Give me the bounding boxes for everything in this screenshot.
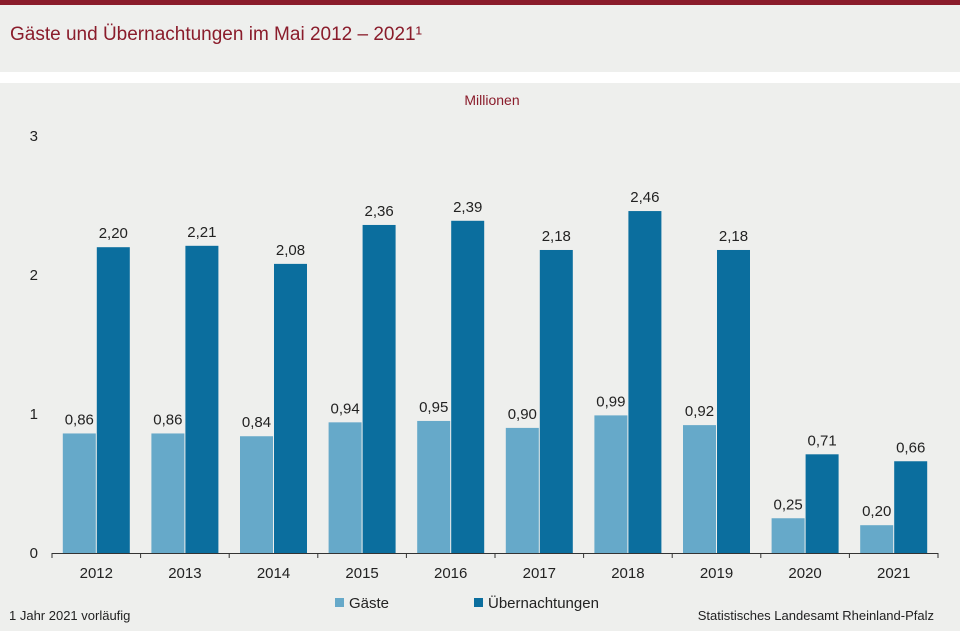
value-label-uebernachtungen-2015: 2,36 — [364, 203, 393, 220]
legend-swatch-gaeste — [335, 598, 344, 607]
source-note: Statistisches Landesamt Rheinland-Pfalz — [697, 608, 934, 623]
x-tick-label: 2014 — [257, 565, 290, 582]
bar-gaeste-2018 — [594, 415, 628, 553]
value-label-gaeste-2014: 0,84 — [242, 414, 271, 431]
x-tick-label: 2021 — [877, 565, 910, 582]
bar-uebernachtungen-2019 — [717, 249, 750, 554]
legend-swatch-uebernachtungen — [474, 598, 483, 607]
bar-gaeste-2019 — [683, 425, 716, 553]
bars: 0,86 2,20 0,86 2,21 0,84 2,08 0,94 2,36 0,95 2,39… — [62, 189, 928, 554]
value-label-uebernachtungen-2013: 2,21 — [187, 224, 216, 241]
x-axis: 2012 2013 2014 2015 2016 2017 2018 2019 2020 2021 — [51, 553, 939, 582]
value-label-uebernachtungen-2017: 2,18 — [542, 228, 571, 245]
bar-gaeste-2013 — [151, 433, 185, 553]
value-label-gaeste-2020: 0,25 — [773, 496, 802, 513]
x-tick-label: 2019 — [700, 565, 733, 582]
value-label-gaeste-2018: 0,99 — [596, 393, 625, 410]
bar-gaeste-2017 — [505, 427, 539, 553]
bar-uebernachtungen-2014 — [274, 263, 307, 553]
y-axis: 0 1 2 3 — [30, 128, 38, 562]
value-label-gaeste-2019: 0,92 — [685, 403, 714, 420]
unit-label: Millionen — [464, 92, 519, 108]
value-label-uebernachtungen-2020: 0,71 — [807, 432, 836, 449]
x-tick-label: 2013 — [168, 565, 201, 582]
title-separator — [0, 72, 960, 83]
bar-gaeste-2012 — [62, 433, 96, 553]
y-tick-label: 1 — [30, 406, 38, 423]
bar-gaeste-2015 — [328, 422, 362, 553]
value-label-gaeste-2013: 0,86 — [153, 411, 182, 428]
value-label-uebernachtungen-2016: 2,39 — [453, 199, 482, 216]
bar-gaeste-2020 — [771, 518, 805, 553]
bar-gaeste-2016 — [417, 420, 451, 553]
legend-label-uebernachtungen: Übernachtungen — [488, 595, 599, 612]
value-label-uebernachtungen-2019: 2,18 — [719, 228, 748, 245]
bar-gaeste-2021 — [860, 525, 894, 553]
value-label-gaeste-2021: 0,20 — [862, 503, 891, 520]
value-label-gaeste-2015: 0,94 — [330, 400, 359, 417]
top-accent-bar — [0, 0, 960, 5]
y-tick-label: 3 — [30, 128, 38, 145]
bar-uebernachtungen-2020 — [805, 454, 839, 553]
y-tick-label: 2 — [30, 267, 38, 284]
bar-uebernachtungen-2017 — [539, 249, 573, 554]
value-label-uebernachtungen-2014: 2,08 — [276, 242, 305, 259]
bar-uebernachtungen-2018 — [628, 211, 662, 553]
x-tick-label: 2015 — [345, 565, 378, 582]
bar-uebernachtungen-2013 — [185, 245, 219, 553]
x-tick-label: 2016 — [434, 565, 467, 582]
x-tick-label: 2017 — [523, 565, 556, 582]
value-label-uebernachtungen-2021: 0,66 — [896, 439, 925, 456]
bar-gaeste-2014 — [240, 436, 273, 553]
bar-uebernachtungen-2012 — [96, 247, 130, 553]
value-label-uebernachtungen-2012: 2,20 — [99, 225, 128, 242]
chart-title: Gäste und Übernachtungen im Mai 2012 – 2… — [10, 24, 422, 45]
x-tick-label: 2020 — [788, 565, 821, 582]
value-label-gaeste-2017: 0,90 — [508, 406, 537, 423]
bar-uebernachtungen-2015 — [362, 224, 396, 553]
legend-item-uebernachtungen: Übernachtungen — [474, 595, 599, 612]
x-tick-label: 2018 — [611, 565, 644, 582]
bar-uebernachtungen-2016 — [451, 220, 485, 554]
value-label-gaeste-2012: 0,86 — [65, 411, 94, 428]
value-label-gaeste-2016: 0,95 — [419, 399, 448, 416]
x-tick-label: 2012 — [80, 565, 113, 582]
legend-label-gaeste: Gäste — [349, 595, 390, 612]
legend-item-gaeste: Gäste — [335, 595, 389, 612]
footnote: 1 Jahr 2021 vorläufig — [9, 608, 131, 623]
bar-uebernachtungen-2021 — [894, 461, 928, 553]
value-label-uebernachtungen-2018: 2,46 — [630, 189, 659, 206]
y-tick-label: 0 — [30, 545, 38, 562]
